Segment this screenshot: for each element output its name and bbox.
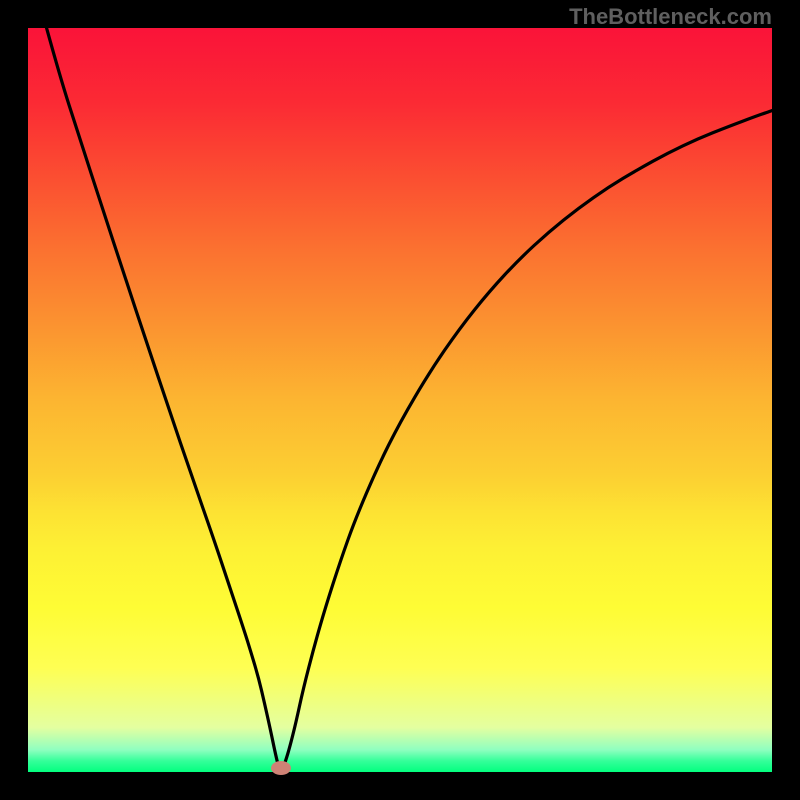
optimal-marker — [271, 761, 291, 775]
bottleneck-curve — [28, 28, 772, 772]
plot-area — [28, 28, 772, 772]
watermark-text: TheBottleneck.com — [569, 4, 772, 30]
chart-frame: TheBottleneck.com — [0, 0, 800, 800]
